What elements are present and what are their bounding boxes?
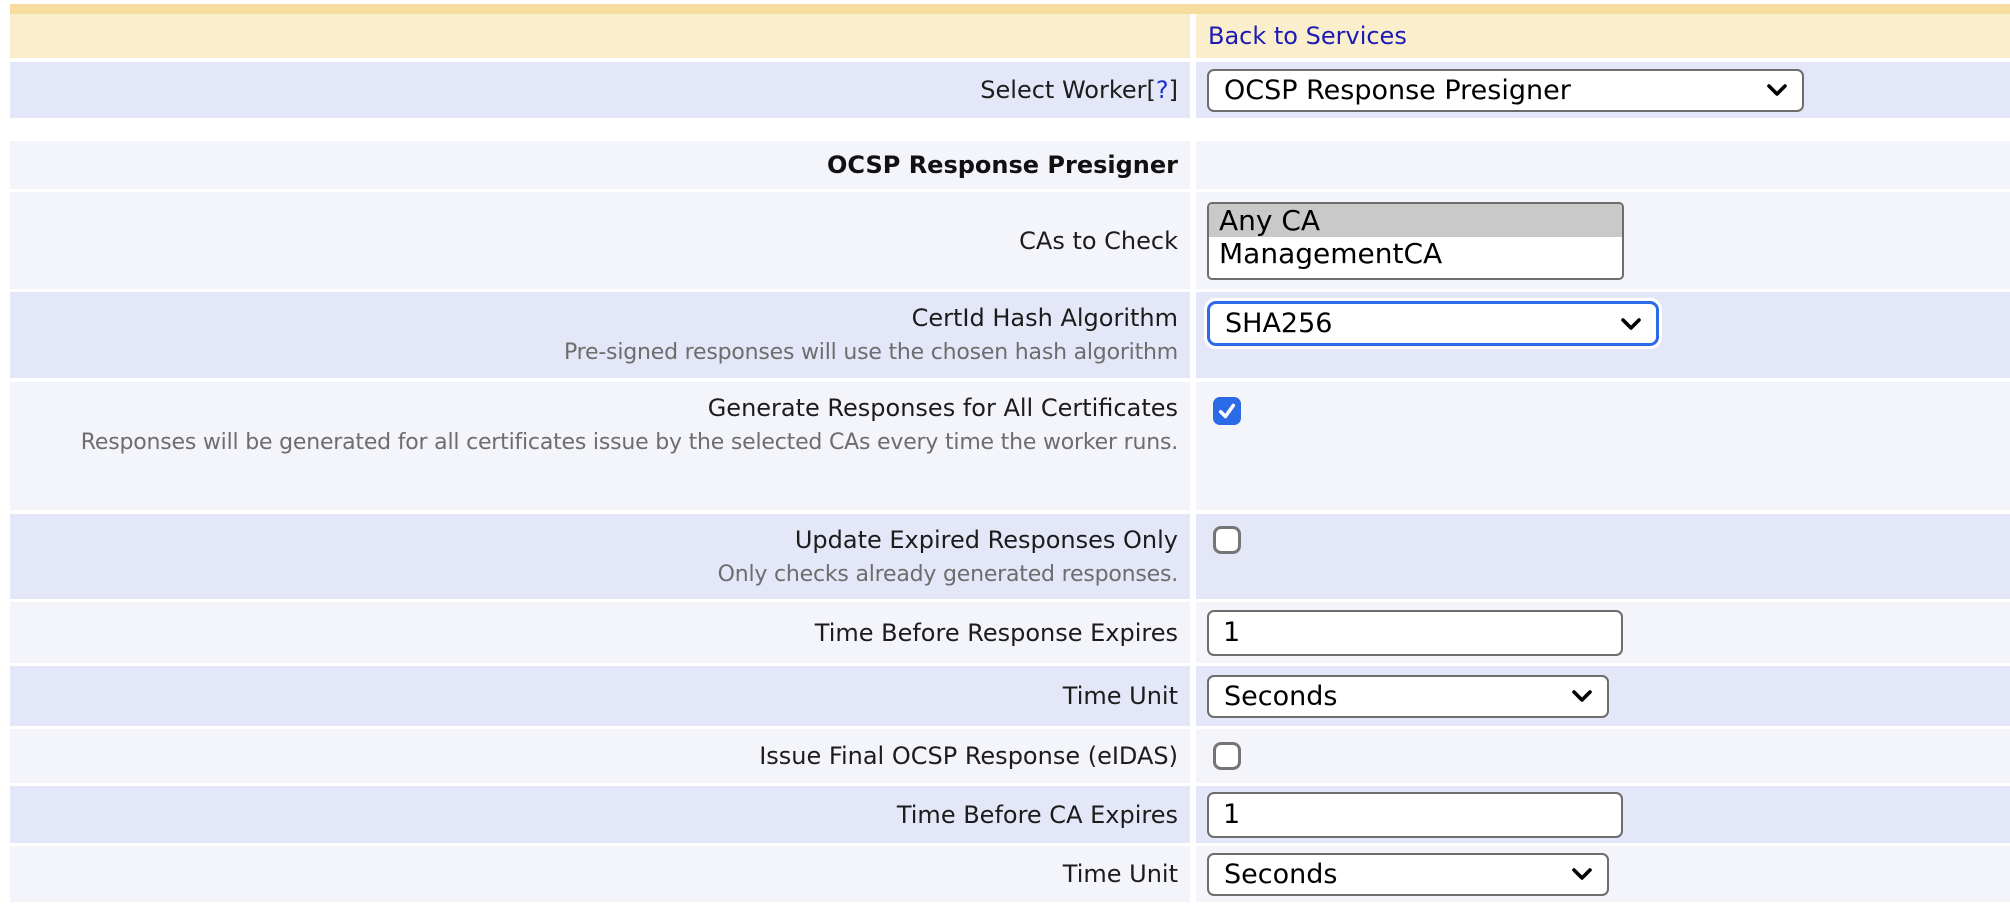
update-expired-row: Update Expired Responses Only Only check… <box>10 514 2010 599</box>
select-worker-help-link[interactable]: ? <box>1155 76 1169 104</box>
time-before-response-row: Time Before Response Expires <box>10 602 2010 663</box>
generate-all-label: Generate Responses for All Certificates <box>707 394 1178 422</box>
top-strip <box>10 4 2010 14</box>
worker-select-value: OCSP Response Presigner <box>1224 74 1571 106</box>
chevron-down-icon <box>1767 84 1787 96</box>
chevron-down-icon <box>1621 317 1641 330</box>
time-unit-ca-select[interactable]: Seconds <box>1207 852 1609 896</box>
header-row: Back to Services <box>10 14 2010 58</box>
checkmark-icon <box>1218 403 1236 419</box>
header-right-cell: Back to Services <box>1196 14 2010 58</box>
back-to-services-link[interactable]: Back to Services <box>1208 22 1407 50</box>
cas-listbox[interactable]: Any CA ManagementCA <box>1207 201 1624 280</box>
time-before-ca-label: Time Before CA Expires <box>896 800 1178 829</box>
issue-final-row: Issue Final OCSP Response (eIDAS) <box>10 729 2010 783</box>
chevron-down-icon <box>1572 690 1592 702</box>
time-unit-ca-value: Seconds <box>1224 858 1338 890</box>
header-left-cell <box>10 14 1190 58</box>
issue-final-label: Issue Final OCSP Response (eIDAS) <box>759 742 1178 770</box>
certid-hash-helper: Pre-signed responses will use the chosen… <box>563 340 1178 365</box>
certid-hash-label: CertId Hash Algorithm <box>911 304 1178 332</box>
cas-to-check-label: CAs to Check <box>1019 226 1178 255</box>
time-unit-response-value: Seconds <box>1224 680 1338 712</box>
cas-option-managementca[interactable]: ManagementCA <box>1219 236 1443 270</box>
time-before-response-label: Time Before Response Expires <box>814 618 1178 647</box>
time-unit-response-label: Time Unit <box>1062 682 1178 710</box>
time-unit-response-row: Time Unit Seconds <box>10 666 2010 726</box>
cas-to-check-row: CAs to Check Any CA ManagementCA <box>10 192 2010 289</box>
update-expired-helper: Only checks already generated responses. <box>717 562 1179 587</box>
certid-hash-row: CertId Hash Algorithm Pre-signed respons… <box>10 292 2010 378</box>
generate-all-helper: Responses will be generated for all cert… <box>80 430 1178 455</box>
update-expired-label: Update Expired Responses Only <box>794 526 1178 554</box>
generate-all-row: Generate Responses for All Certificates … <box>10 382 2010 510</box>
time-before-ca-input[interactable] <box>1207 791 1623 838</box>
time-unit-ca-label: Time Unit <box>1062 860 1178 888</box>
select-worker-label: Select Worker[?] <box>980 76 1178 104</box>
section-title: OCSP Response Presigner <box>827 151 1178 179</box>
time-before-response-input[interactable] <box>1207 609 1623 656</box>
chevron-down-icon <box>1572 868 1592 880</box>
time-unit-ca-row: Time Unit Seconds <box>10 846 2010 902</box>
select-worker-row: Select Worker[?] OCSP Response Presigner <box>10 62 2010 118</box>
certid-hash-select-value: SHA256 <box>1225 308 1333 339</box>
time-before-ca-row: Time Before CA Expires <box>10 786 2010 843</box>
worker-select[interactable]: OCSP Response Presigner <box>1207 68 1804 112</box>
cas-option-any-ca[interactable]: Any CA <box>1209 203 1622 237</box>
issue-final-checkbox[interactable] <box>1213 742 1241 770</box>
generate-all-checkbox[interactable] <box>1213 397 1241 425</box>
time-unit-response-select[interactable]: Seconds <box>1207 674 1609 718</box>
certid-hash-select[interactable]: SHA256 <box>1207 301 1659 346</box>
update-expired-checkbox[interactable] <box>1213 526 1241 554</box>
section-title-row: OCSP Response Presigner <box>10 141 2010 189</box>
